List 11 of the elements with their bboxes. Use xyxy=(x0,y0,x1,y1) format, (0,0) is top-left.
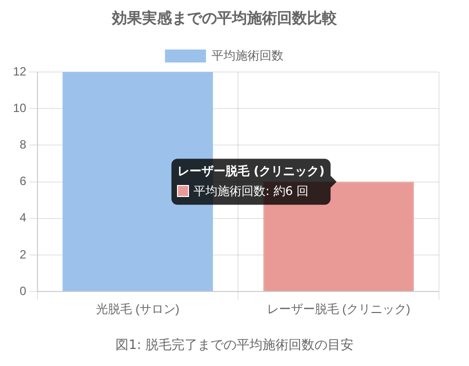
y-tick-label: 12 xyxy=(12,64,27,78)
caption: 図1: 脱毛完了までの平均施術回数の目安 xyxy=(114,337,354,354)
y-tick-label: 0 xyxy=(20,284,27,298)
chart-title: 効果実感までの平均施術回数比較 xyxy=(111,8,338,27)
y-tick-label: 10 xyxy=(12,100,27,115)
y-tick-label: 4 xyxy=(20,210,27,225)
x-tick-label: 光脱毛 (サロン) xyxy=(96,302,180,316)
y-tick-label: 6 xyxy=(20,174,27,188)
legend-label: 平均施術回数 xyxy=(212,48,284,62)
y-tick-label: 8 xyxy=(20,138,27,152)
y-tick-label: 2 xyxy=(20,247,27,262)
